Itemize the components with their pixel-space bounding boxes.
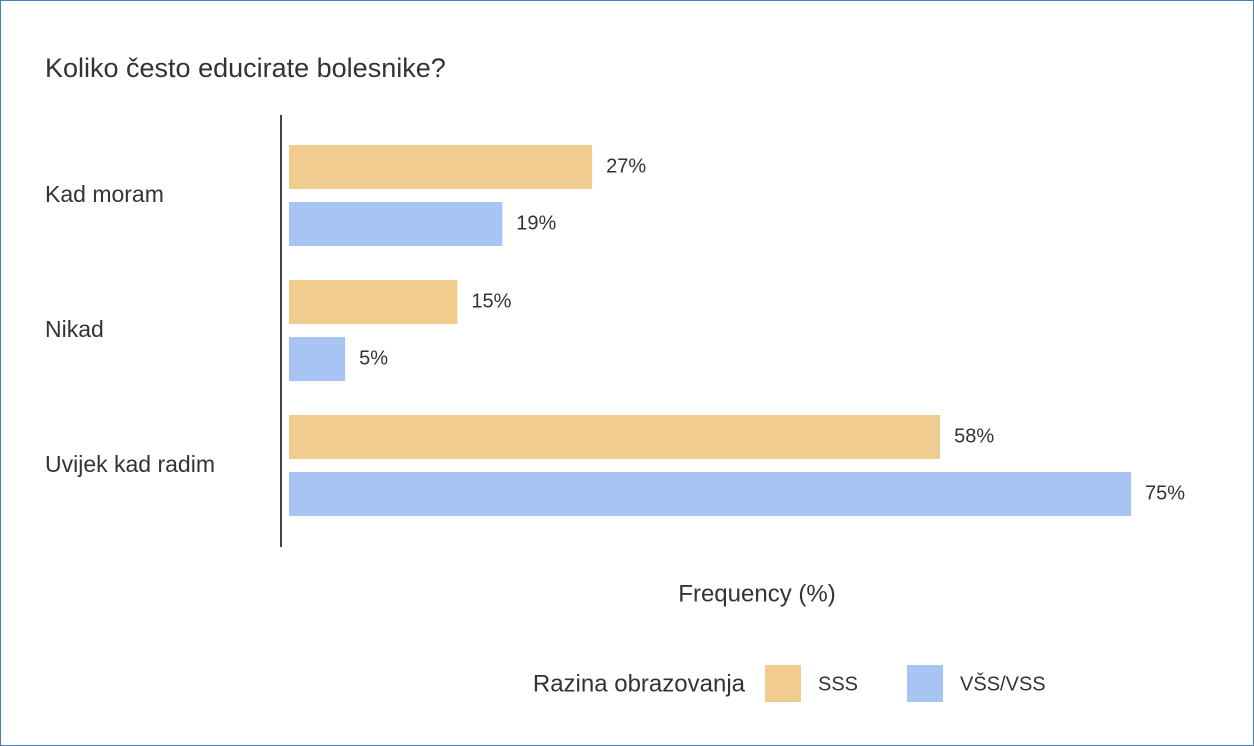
legend-label: SSS [818,673,858,695]
value-label: 58% [954,425,994,447]
value-label: 75% [1145,482,1185,504]
value-label: 15% [471,290,511,312]
value-label: 19% [516,212,556,234]
category-label: Uvijek kad radim [45,451,215,477]
category-label: Nikad [45,316,104,342]
bar [289,202,503,246]
category-label: Kad moram [45,181,164,207]
legend-label: VŠS/VSS [960,672,1046,695]
bar [289,415,941,459]
value-label: 5% [359,347,388,369]
bar [289,337,346,381]
x-axis-label: Frequency (%) [678,580,835,607]
chart-title: Koliko često educirate bolesnike? [45,53,446,83]
legend-swatch [765,665,801,702]
bar [289,472,1131,516]
legend-swatch [907,665,944,702]
legend-title: Razina obrazovanja [533,670,746,697]
value-label: 27% [606,155,646,177]
bar [289,280,458,324]
bar [289,145,593,189]
